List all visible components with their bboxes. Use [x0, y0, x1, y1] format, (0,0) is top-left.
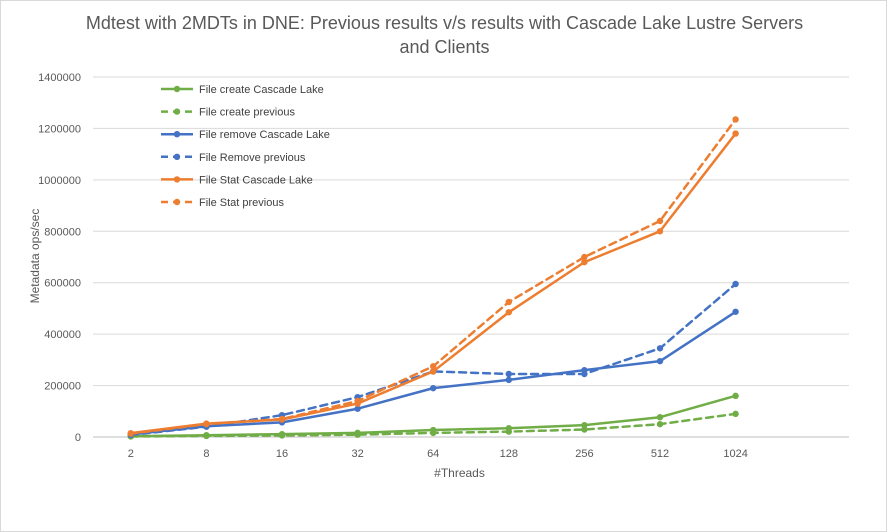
y-tick-label: 1000000	[38, 175, 81, 187]
series-line	[129, 282, 737, 437]
data-point	[656, 345, 664, 352]
data-point	[430, 384, 437, 392]
data-point	[278, 415, 286, 423]
data-point	[581, 258, 588, 266]
legend-label: File Stat Cascade Lake	[199, 174, 313, 186]
data-point	[127, 430, 134, 437]
data-point	[278, 432, 286, 439]
legend-marker	[173, 153, 181, 160]
legend-label: File Remove previous	[199, 152, 306, 164]
x-tick-label: 16	[276, 448, 288, 460]
x-tick-label: 64	[427, 448, 439, 460]
legend-marker	[173, 176, 181, 183]
y-tick-label: 200000	[44, 381, 81, 393]
x-tick-label: 32	[351, 448, 363, 460]
x-tick-label: 1024	[723, 448, 747, 460]
data-point	[732, 392, 739, 400]
legend-label: File create Cascade Lake	[199, 84, 324, 96]
data-point	[656, 357, 664, 365]
data-point	[203, 420, 210, 428]
data-point	[354, 397, 361, 405]
data-point	[581, 426, 588, 433]
data-point	[732, 280, 739, 288]
y-tick-label: 1200000	[38, 123, 81, 135]
y-tick-label: 400000	[44, 329, 81, 341]
data-point	[656, 420, 664, 428]
data-point	[430, 368, 437, 375]
legend-label: File remove Cascade Lake	[199, 129, 330, 141]
x-tick-label: 512	[651, 448, 669, 460]
data-point	[505, 376, 512, 384]
data-point	[656, 217, 664, 225]
y-tick-label: 800000	[44, 226, 81, 238]
legend-label: File Stat previous	[199, 197, 284, 209]
data-point	[732, 410, 739, 418]
data-point	[732, 308, 739, 315]
data-point	[732, 116, 739, 123]
data-point	[732, 130, 739, 137]
legend-marker	[173, 131, 181, 138]
data-point	[430, 429, 437, 437]
x-tick-label: 128	[500, 448, 518, 460]
chart-title: Mdtest with 2MDTs in DNE: Previous resul…	[85, 13, 804, 33]
legend-marker	[173, 85, 181, 93]
data-point	[656, 228, 664, 235]
legend-marker	[173, 108, 181, 115]
y-tick-label: 600000	[44, 278, 81, 290]
y-tick-label: 0	[75, 432, 81, 444]
data-point	[505, 428, 512, 435]
y-tick-label: 1400000	[38, 72, 81, 84]
chart-title-line-2: and Clients	[399, 37, 490, 57]
x-tick-label: 8	[203, 448, 209, 460]
data-point	[656, 414, 664, 421]
x-axis-label: #Threads	[434, 466, 485, 480]
data-point	[581, 421, 588, 429]
x-tick-label: 256	[575, 448, 593, 460]
data-point	[581, 253, 588, 261]
y-axis-label: Metadata ops/sec	[28, 208, 42, 304]
legend-label: File create previous	[199, 107, 295, 119]
data-point	[354, 405, 361, 412]
legend-marker	[173, 198, 181, 206]
data-point	[505, 309, 512, 316]
x-tick-label: 2	[128, 448, 134, 460]
data-point	[505, 370, 512, 378]
data-point	[581, 370, 588, 378]
data-point	[430, 363, 437, 370]
data-point	[505, 298, 512, 306]
data-point	[354, 431, 361, 438]
data-point	[203, 432, 210, 440]
